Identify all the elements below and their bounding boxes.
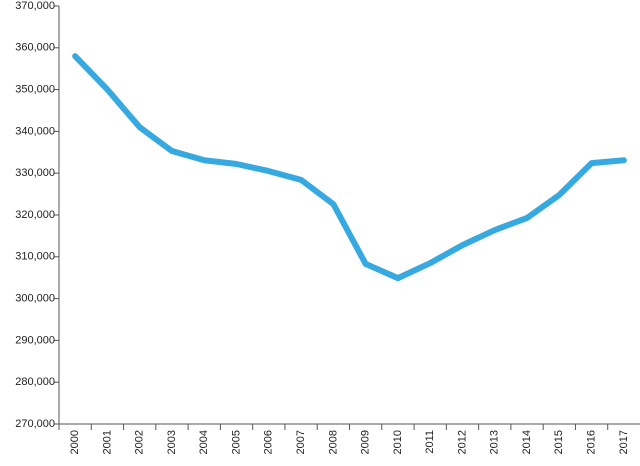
x-tick-label: 2005 bbox=[230, 430, 242, 454]
y-tick-label: 370,000 bbox=[15, 0, 55, 12]
x-tick-label: 2007 bbox=[295, 430, 307, 454]
y-tick-label: 300,000 bbox=[15, 293, 55, 305]
x-tick-label: 2004 bbox=[198, 430, 210, 454]
x-tick-label: 2016 bbox=[585, 430, 597, 454]
y-tick-label: 320,000 bbox=[15, 209, 55, 221]
x-tick-label: 2002 bbox=[134, 430, 146, 454]
x-tick-label: 2013 bbox=[489, 430, 501, 454]
x-tick-label: 2010 bbox=[392, 430, 404, 454]
x-tick-label: 2009 bbox=[360, 430, 372, 454]
x-tick-label: 2006 bbox=[263, 430, 275, 454]
y-tick-label: 280,000 bbox=[15, 376, 55, 388]
y-tick-label: 270,000 bbox=[15, 418, 55, 430]
x-tick-label: 2003 bbox=[166, 430, 178, 454]
y-tick-label: 360,000 bbox=[15, 42, 55, 54]
y-tick-label: 340,000 bbox=[15, 125, 55, 137]
y-tick-label: 350,000 bbox=[15, 84, 55, 96]
x-tick-label: 2017 bbox=[618, 430, 630, 454]
y-tick-label: 330,000 bbox=[15, 167, 55, 179]
y-tick-label: 290,000 bbox=[15, 334, 55, 346]
x-tick-label: 2008 bbox=[327, 430, 339, 454]
x-tick-label: 2000 bbox=[69, 430, 81, 454]
y-tick-label: 310,000 bbox=[15, 251, 55, 263]
x-tick-label: 2001 bbox=[101, 430, 113, 454]
x-tick-label: 2014 bbox=[521, 430, 533, 454]
x-tick-label: 2015 bbox=[553, 430, 565, 454]
x-tick-label: 2011 bbox=[424, 430, 436, 454]
x-tick-label: 2012 bbox=[456, 430, 468, 454]
line bbox=[72, 53, 627, 282]
